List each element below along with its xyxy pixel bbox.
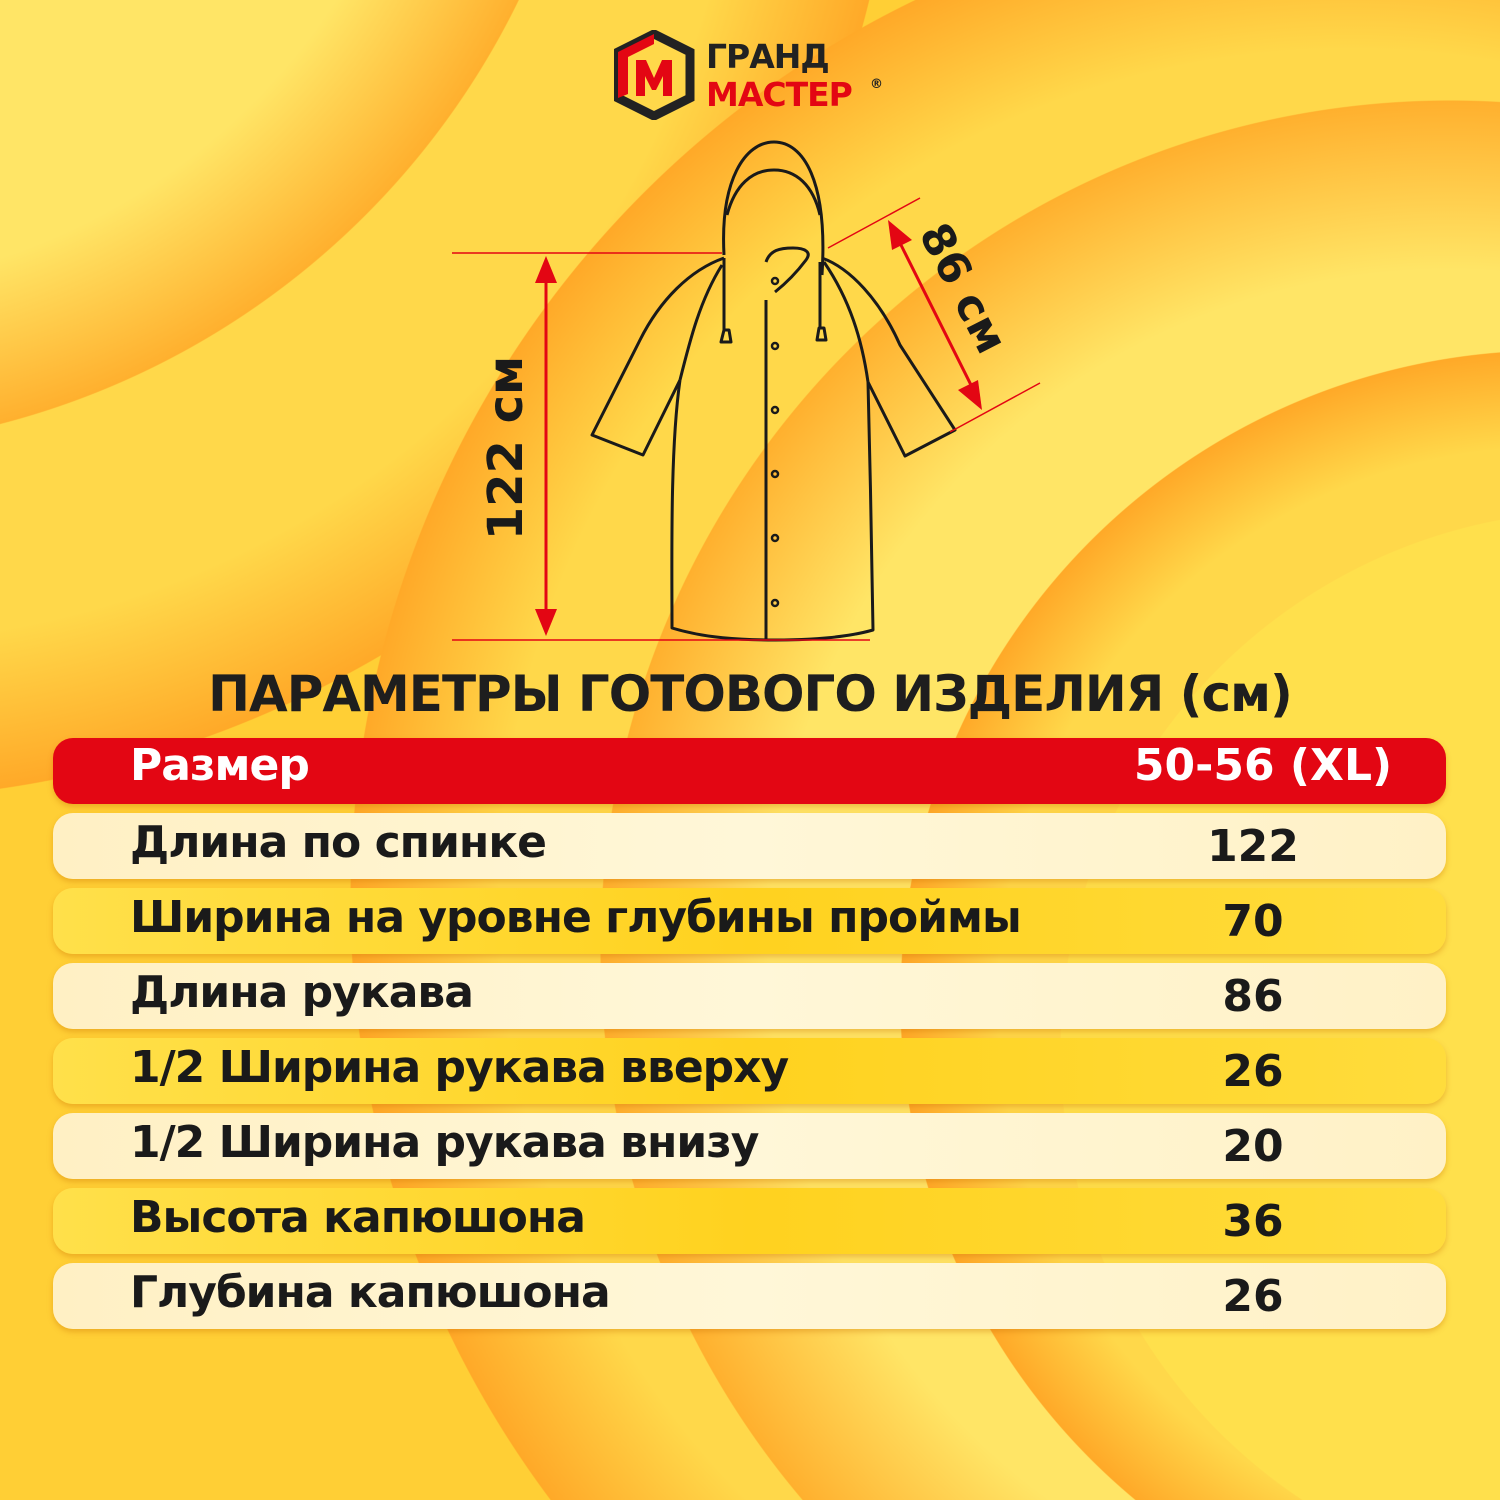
header-size: 50-56 (XL) (1133, 740, 1393, 791)
buttons (770, 276, 780, 608)
table-row: 1/2 Ширина рукава внизу 20 (53, 1113, 1446, 1179)
svg-text:МАСТЕР: МАСТЕР (706, 75, 852, 114)
table-row: Длина по спинке 122 (53, 813, 1446, 879)
row-value: 26 (1222, 1046, 1284, 1097)
row-value: 20 (1222, 1121, 1284, 1172)
row-value: 26 (1222, 1271, 1284, 1322)
row-label: 1/2 Ширина рукава вверху (130, 1042, 789, 1093)
row-value: 122 (1207, 821, 1299, 872)
row-value: 86 (1222, 971, 1284, 1022)
row-label: Длина рукава (130, 967, 474, 1018)
svg-text:ГРАНД: ГРАНД (706, 37, 829, 76)
table-row: 1/2 Ширина рукава вверху 26 (53, 1038, 1446, 1104)
table-row: Высота капюшона 36 (53, 1188, 1446, 1254)
row-label: Ширина на уровне глубины проймы (130, 892, 1022, 943)
row-label: Длина по спинке (130, 817, 547, 868)
grand-master-logo: ГРАНД МАСТЕР ® (614, 30, 883, 120)
sleeve-length-label: 86 см (909, 215, 1017, 362)
raincoat-outline (590, 140, 957, 642)
row-label: Глубина капюшона (130, 1267, 611, 1318)
measurement-lines (452, 197, 1041, 641)
page-title: ПАРАМЕТРЫ ГОТОВОГО ИЗДЕЛИЯ (см) (208, 665, 1293, 723)
table-row: Ширина на уровне глубины проймы 70 (53, 888, 1446, 954)
table-row: Длина рукава 86 (53, 963, 1446, 1029)
header-label: Размер (130, 740, 310, 791)
row-value: 36 (1222, 1196, 1284, 1247)
row-label: 1/2 Ширина рукава внизу (130, 1117, 759, 1168)
length-label: 122 см (478, 356, 534, 541)
row-label: Высота капюшона (130, 1192, 586, 1243)
svg-text:®: ® (870, 77, 883, 92)
table-header: Размер 50-56 (XL) (53, 738, 1446, 804)
raincoat-diagram: 122 см 86 см (452, 140, 1041, 642)
row-value: 70 (1222, 896, 1284, 947)
table-row: Глубина капюшона 26 (53, 1263, 1446, 1329)
